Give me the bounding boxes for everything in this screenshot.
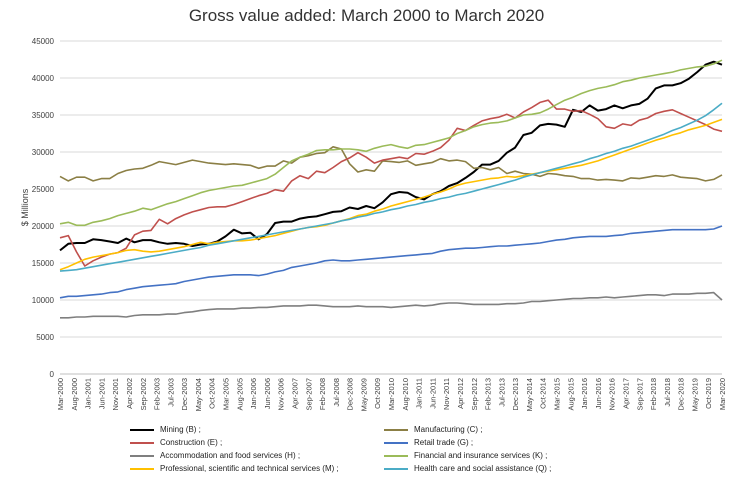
x-tick-label: Apr-2017 — [621, 378, 630, 409]
x-tick-label: Mar-2010 — [387, 378, 396, 410]
y-axis-title: $ Millions — [20, 188, 30, 226]
x-tick-label: Sep-2017 — [635, 378, 644, 411]
legend-item: Retail trade (G) ; — [384, 437, 473, 448]
y-tick-label: 5000 — [36, 333, 54, 342]
y-tick-label: 20000 — [32, 222, 55, 231]
x-tick-label: Jul-2008 — [332, 378, 341, 407]
x-tick-label: Dec-2013 — [511, 378, 520, 411]
x-tick-label: Dec-2003 — [180, 378, 189, 411]
x-tick-label: Dec-2018 — [677, 378, 686, 411]
x-tick-label: May-2009 — [359, 378, 368, 411]
y-tick-label: 0 — [50, 370, 55, 379]
series-line-2 — [59, 99, 723, 267]
legend-swatch — [130, 467, 154, 470]
x-tick-label: Apr-2002 — [125, 378, 134, 409]
legend-item: Professional, scientific and technical s… — [130, 463, 339, 474]
x-tick-label: Sep-2007 — [304, 378, 313, 411]
x-tick-label: Oct-2014 — [539, 378, 548, 409]
x-tick-label: Sep-2012 — [470, 378, 479, 411]
legend-swatch — [130, 441, 154, 444]
x-tick-label: Jun-2006 — [263, 378, 272, 409]
x-tick-label: May-2014 — [525, 378, 534, 411]
legend-swatch — [384, 441, 408, 444]
x-tick-label: Nov-2006 — [277, 378, 286, 411]
y-tick-label: 40000 — [32, 74, 55, 83]
x-tick-label: Jan-2011 — [415, 378, 424, 409]
x-tick-label: May-2019 — [690, 378, 699, 411]
series-line-6 — [59, 118, 723, 271]
x-tick-label: Jul-2013 — [497, 378, 506, 407]
y-tick-label: 10000 — [32, 296, 55, 305]
x-tick-label: Jun-2001 — [97, 378, 106, 409]
x-tick-label: Mar-2000 — [56, 378, 65, 410]
x-tick-label: Jul-2018 — [663, 378, 672, 407]
legend-item: Accommodation and food services (H) ; — [130, 450, 300, 461]
x-tick-label: Aug-2015 — [566, 378, 575, 411]
y-tick-label: 45000 — [32, 37, 55, 46]
x-tick-label: Aug-2010 — [401, 378, 410, 411]
x-tick-label: Dec-2008 — [346, 378, 355, 411]
x-tick-label: Feb-2003 — [153, 378, 162, 410]
x-tick-label: Nov-2016 — [608, 378, 617, 411]
y-tick-label: 35000 — [32, 111, 55, 120]
x-tick-label: Jun-2011 — [428, 378, 437, 409]
series-line-4 — [60, 291, 723, 319]
series-line-3 — [59, 225, 723, 299]
legend-swatch — [130, 454, 154, 457]
legend-item: Mining (B) ; — [130, 424, 201, 435]
series-line-5 — [59, 59, 723, 227]
y-tick-label: 30000 — [32, 148, 55, 157]
legend-item: Construction (E) ; — [130, 437, 222, 448]
legend-swatch — [384, 428, 408, 431]
legend-label: Health care and social assistance (Q) ; — [414, 464, 552, 473]
legend-swatch — [384, 454, 408, 457]
series-line-1 — [59, 146, 723, 182]
x-tick-label: Feb-2018 — [649, 378, 658, 410]
x-tick-label: Sep-2002 — [139, 378, 148, 411]
x-tick-label: Jun-2016 — [594, 378, 603, 409]
legend-label: Construction (E) ; — [160, 438, 223, 447]
x-tick-label: Aug-2000 — [70, 378, 79, 411]
x-tick-label: Apr-2012 — [456, 378, 465, 409]
legend-label: Accommodation and food services (H) ; — [160, 451, 301, 460]
x-tick-label: Mar-2005 — [222, 378, 231, 410]
x-tick-label: Nov-2001 — [111, 378, 120, 411]
x-tick-label: Oct-2009 — [373, 378, 382, 409]
x-tick-label: Jan-2001 — [84, 378, 93, 409]
x-tick-label: May-2004 — [194, 378, 203, 411]
x-tick-label: Jan-2016 — [580, 378, 589, 409]
legend-label: Manufacturing (C) ; — [414, 425, 483, 434]
x-tick-label: Nov-2011 — [442, 378, 451, 410]
series-line-0 — [59, 60, 723, 252]
x-tick-label: Mar-2020 — [718, 378, 727, 410]
x-tick-label: Apr-2007 — [290, 378, 299, 409]
x-tick-label: Oct-2019 — [704, 378, 713, 409]
legend-swatch — [384, 467, 408, 470]
chart-title: Gross value added: March 2000 to March 2… — [188, 6, 545, 25]
legend-label: Mining (B) ; — [160, 425, 201, 434]
legend-item: Financial and insurance services (K) ; — [384, 450, 547, 461]
legend-item: Manufacturing (C) ; — [384, 424, 482, 435]
x-tick-label: Mar-2015 — [553, 378, 562, 410]
y-tick-label: 15000 — [32, 259, 55, 268]
legend-label: Retail trade (G) ; — [414, 438, 474, 447]
x-tick-label: Aug-2005 — [235, 378, 244, 411]
legend-item: Health care and social assistance (Q) ; — [384, 463, 551, 474]
series-line-7 — [59, 102, 723, 272]
x-tick-label: Feb-2013 — [484, 378, 493, 410]
x-tick-label: Jan-2006 — [249, 378, 258, 409]
x-tick-label: Jul-2003 — [166, 378, 175, 407]
legend-label: Professional, scientific and technical s… — [160, 464, 339, 473]
x-tick-label: Feb-2008 — [318, 378, 327, 410]
legend-label: Financial and insurance services (K) ; — [414, 451, 548, 460]
y-tick-label: 25000 — [32, 185, 55, 194]
legend-swatch — [130, 428, 154, 431]
x-tick-label: Oct-2004 — [208, 378, 217, 409]
